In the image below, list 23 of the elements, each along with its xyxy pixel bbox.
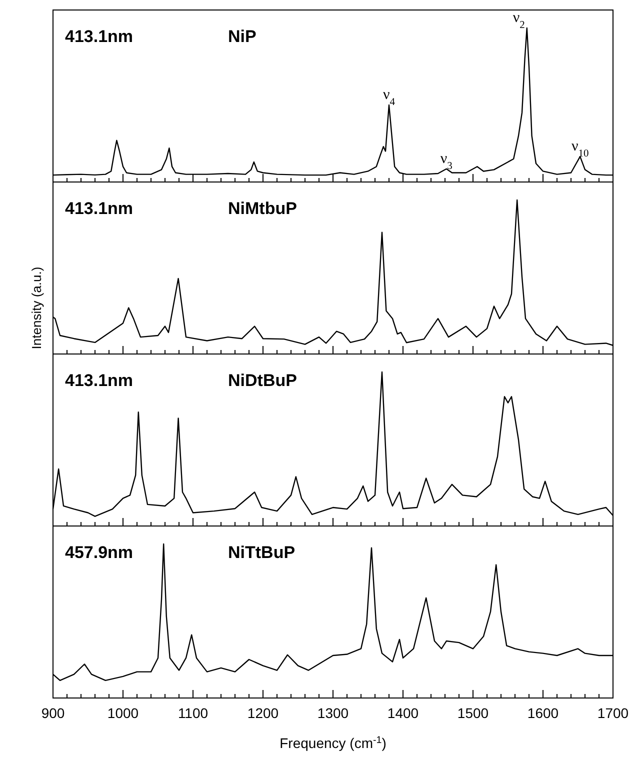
x-tick-label: 1600 <box>527 705 559 721</box>
x-tick-label: 1000 <box>107 705 139 721</box>
annotation: 413.1nm <box>65 199 134 218</box>
annotation: NiTtBuP <box>228 543 296 562</box>
x-tick-label: 1100 <box>178 705 208 721</box>
x-tick-label: 1500 <box>457 705 489 721</box>
annotation: ν$_{4}$ <box>382 87 396 108</box>
annotation: ν$_{3}$ <box>440 150 452 172</box>
x-axis-title: Frequency (cm$^{-1}$) <box>280 734 386 751</box>
annotation: NiDtBuP <box>228 371 297 390</box>
annotation: 413.1nm <box>65 27 134 46</box>
annotation: 413.1nm <box>65 371 134 390</box>
x-tick-label: 1300 <box>317 705 349 721</box>
annotation: NiMtbuP <box>228 199 297 218</box>
y-axis-title: Intensity (a.u.) <box>29 266 44 350</box>
annotation: ν$_{10}$ <box>571 138 589 160</box>
annotation: ν$_{2}$ <box>512 10 525 30</box>
x-tick-label: 1400 <box>387 705 419 721</box>
annotation: 457.9nm <box>65 543 134 562</box>
annotation: NiP <box>228 27 256 46</box>
x-tick-label: 1700 <box>597 705 629 721</box>
x-tick-label: 900 <box>41 705 65 721</box>
x-tick-label: 1200 <box>247 705 279 721</box>
